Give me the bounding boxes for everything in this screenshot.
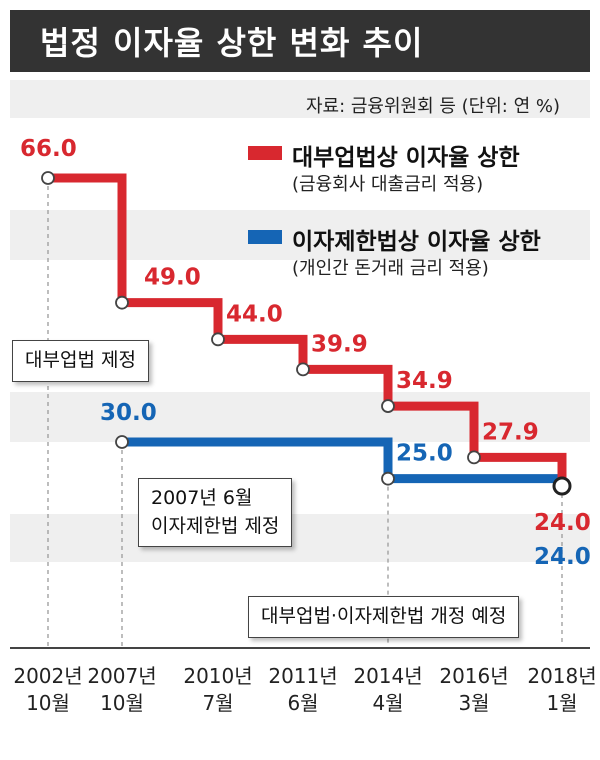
red-data-label: 39.9: [311, 331, 368, 357]
x-tick-label-month: 1월: [546, 691, 577, 715]
blue-data-label: 25.0: [396, 441, 453, 467]
red-point-marker: [41, 171, 55, 185]
callout-amend2018: 대부업법·이자제한법 개정 예정: [248, 596, 520, 638]
background-band: [10, 392, 590, 442]
red-data-label: 49.0: [144, 265, 201, 291]
title-bar: 법정 이자율 상한 변화 추이: [10, 10, 590, 72]
x-tick-label-month: 4월: [372, 691, 403, 715]
x-tick-label-month: 7월: [202, 691, 233, 715]
x-tick-label-year: 2010년: [183, 664, 252, 688]
legend-red-sublabel: (금융회사 대출금리 적용): [292, 174, 484, 195]
callout-law2002: 대부업법 제정: [12, 340, 149, 382]
x-tick-label-year: 2016년: [439, 664, 508, 688]
source-note: 자료: 금융위원회 등 (단위: 연 %): [305, 96, 560, 117]
x-tick-label-year: 2007년: [87, 664, 156, 688]
x-tick-label-year: 2018년: [527, 664, 596, 688]
callout-amend2018-text: 대부업법·이자제한법 개정 예정: [261, 605, 507, 627]
x-tick-label-month: 3월: [458, 691, 489, 715]
red-data-label: 34.9: [396, 368, 453, 394]
blue-data-label: 30.0: [100, 400, 157, 426]
x-tick-label-month: 10월: [26, 691, 70, 715]
legend-red-label: 대부업법상 이자율 상한: [292, 145, 520, 171]
x-tick-label-year: 2002년: [13, 664, 82, 688]
callout-law2007-line1: 2007년 6월: [151, 487, 253, 509]
callout-law2007: 2007년 6월 이자제한법 제정: [138, 478, 293, 548]
red-data-label: 24.0: [534, 510, 591, 536]
red-data-label: 66.0: [20, 136, 77, 162]
blue-point-marker: [381, 471, 395, 486]
x-tick-label-month: 10월: [100, 691, 144, 715]
end-point-marker: [552, 476, 572, 496]
red-point-marker: [211, 332, 225, 347]
legend-blue-swatch: [248, 230, 282, 244]
background-band: [10, 514, 590, 562]
red-point-marker: [467, 450, 481, 465]
background-band: [10, 210, 590, 260]
legend-blue-sublabel: (개인간 돈거래 금리 적용): [292, 258, 489, 279]
callout-law2002-text: 대부업법 제정: [25, 349, 136, 371]
red-point-marker: [115, 295, 129, 310]
red-data-label: 27.9: [482, 419, 539, 445]
chart-title: 법정 이자율 상한 변화 추이: [40, 24, 424, 62]
red-point-marker: [296, 362, 310, 377]
blue-point-marker: [115, 435, 129, 449]
blue-data-label: 24.0: [534, 544, 591, 570]
x-tick-label-year: 2014년: [353, 664, 422, 688]
x-tick-label-month: 6월: [287, 691, 318, 715]
legend-blue-label: 이자제한법상 이자율 상한: [292, 229, 541, 255]
callout-law2007-line2: 이자제한법 제정: [151, 514, 280, 537]
x-tick-label-year: 2011년: [268, 664, 337, 688]
background-band: [10, 80, 590, 118]
red-data-label: 44.0: [226, 301, 283, 327]
legend-red-swatch: [248, 146, 282, 160]
red-point-marker: [381, 399, 395, 413]
